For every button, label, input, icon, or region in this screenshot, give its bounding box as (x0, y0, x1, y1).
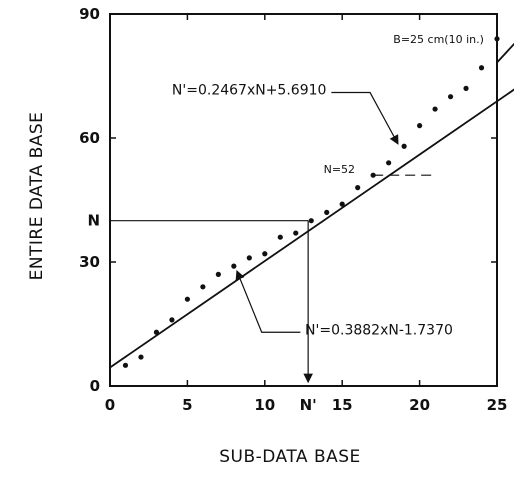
fit-line-lower (109, 88, 514, 369)
data-point (339, 201, 345, 207)
data-point (138, 354, 144, 360)
y-tick-label: 30 (79, 253, 100, 271)
x-tick-label: 0 (105, 396, 115, 414)
fit-line-upper (496, 42, 514, 64)
plot-frame (109, 13, 498, 387)
x-tick-label: 10 (254, 396, 275, 414)
x-axis-label: SUB-DATA BASE (219, 447, 361, 467)
data-point (122, 362, 129, 368)
data-point (324, 209, 330, 215)
data-point (215, 271, 221, 277)
nprime-label: N' (300, 396, 317, 414)
data-point (401, 143, 407, 149)
data-point (417, 123, 423, 129)
upper-fit-leader (331, 91, 399, 145)
lower-fit-equation: N'=0.3882xN-1.7370 (305, 322, 453, 338)
data-point (169, 317, 175, 323)
x-tick-label: 25 (487, 396, 508, 414)
data-point (478, 65, 485, 71)
data-point (184, 296, 190, 302)
data-point (355, 185, 361, 191)
data-point (494, 36, 500, 42)
y-tick-label: 90 (79, 5, 100, 23)
data-point (262, 251, 268, 257)
data-point (447, 94, 454, 100)
condition-annotation: B=25 cm(10 in.) (393, 33, 484, 46)
data-point (386, 160, 392, 166)
n-label: N (87, 212, 100, 230)
data-point (231, 263, 237, 269)
x-tick-label: 20 (409, 396, 430, 414)
x-tick-label: 15 (332, 396, 353, 414)
data-point (432, 106, 438, 112)
data-point (153, 329, 160, 335)
y-tick-label: 60 (79, 129, 100, 147)
data-point (293, 230, 299, 236)
n52-label: N=52 (324, 163, 355, 176)
data-point (308, 218, 314, 224)
data-point (246, 255, 252, 261)
lower-fit-leader (235, 269, 301, 333)
y-tick-label: 0 (90, 377, 100, 395)
y-axis-label: ENTIRE DATA BASE (27, 112, 47, 281)
data-point (200, 284, 206, 290)
data-point (463, 85, 469, 91)
upper-fit-equation: N'=0.2467xN+5.6910 (172, 83, 327, 99)
x-tick-label: 5 (182, 396, 192, 414)
data-point (277, 234, 283, 240)
